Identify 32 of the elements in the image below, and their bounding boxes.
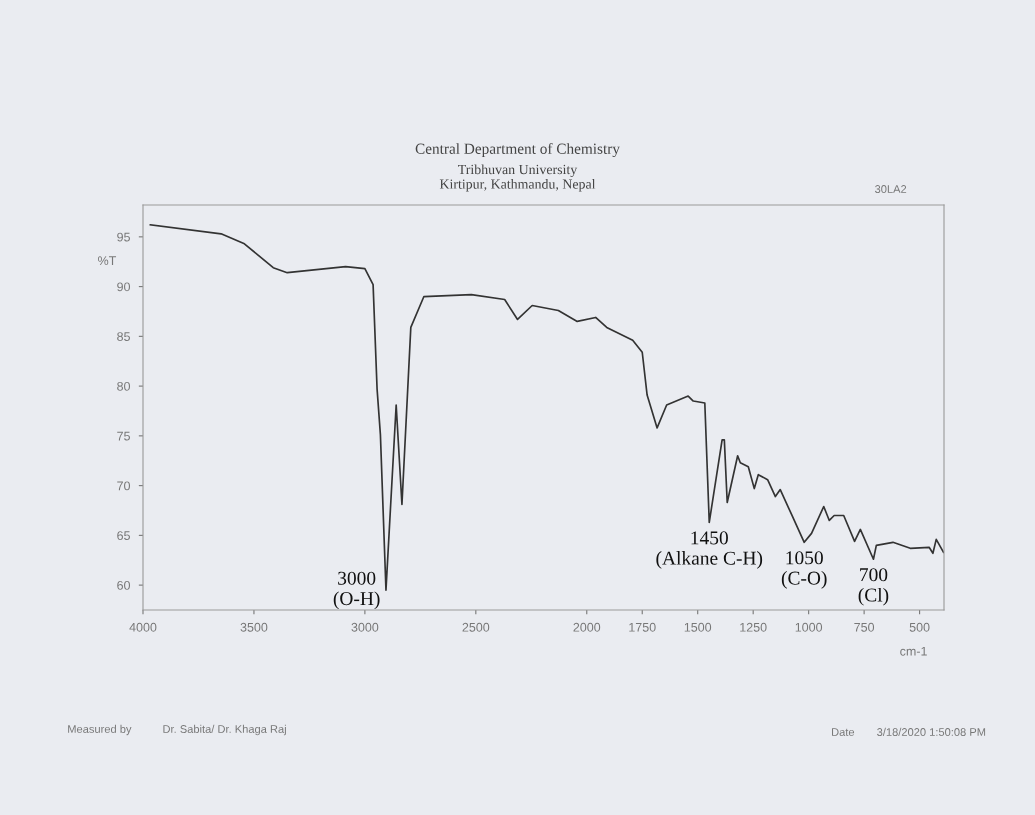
text: 3/18/2020 1:50:08 PM <box>877 727 986 736</box>
y-tick-label: 85 <box>117 332 130 341</box>
x-tick-label: 1250 <box>740 622 767 632</box>
annotation: 1050 (C-O) <box>781 551 827 589</box>
x-tick-label: 1000 <box>795 622 823 632</box>
x-tick-label: 4000 <box>129 622 157 632</box>
annotation: 3000 (O-H) <box>333 571 380 610</box>
text: Dr. Sabita/ Dr. Khaga Raj <box>163 724 286 736</box>
y-axis-title: %T <box>98 256 117 266</box>
x-tick-label: 1500 <box>684 622 712 632</box>
y-tick-label: 95 <box>117 232 130 242</box>
x-tick-label: 1750 <box>629 622 656 632</box>
x-tick-label: 750 <box>854 622 875 632</box>
y-tick-label: 65 <box>117 531 130 541</box>
x-tick-label: 500 <box>909 622 930 632</box>
text: Measured by <box>68 724 132 736</box>
text: Date <box>832 728 855 736</box>
y-tick-label: 75 <box>117 431 130 441</box>
chart-subtitle: Tribhuvan University Kirtipur, Kathmandu, Nepal <box>439 164 596 192</box>
y-tick-label: 60 <box>117 580 131 590</box>
y-tick-label: 80 <box>117 381 131 391</box>
annotation: 1450 (Alkane C-H) <box>656 531 763 569</box>
x-tick-label: 3500 <box>240 622 268 632</box>
annotation: 700 (Cl) <box>858 568 889 606</box>
x-axis-title: cm-1 <box>900 646 927 656</box>
x-tick-label: 2500 <box>462 622 490 632</box>
text: 30LA2 <box>875 185 907 193</box>
y-tick-label: 90 <box>117 282 131 292</box>
y-tick-label: 70 <box>117 481 131 491</box>
x-tick-label: 3000 <box>351 622 379 632</box>
chart-title: Central Department of Chemistry <box>415 142 620 158</box>
x-tick-label: 2000 <box>573 622 601 632</box>
